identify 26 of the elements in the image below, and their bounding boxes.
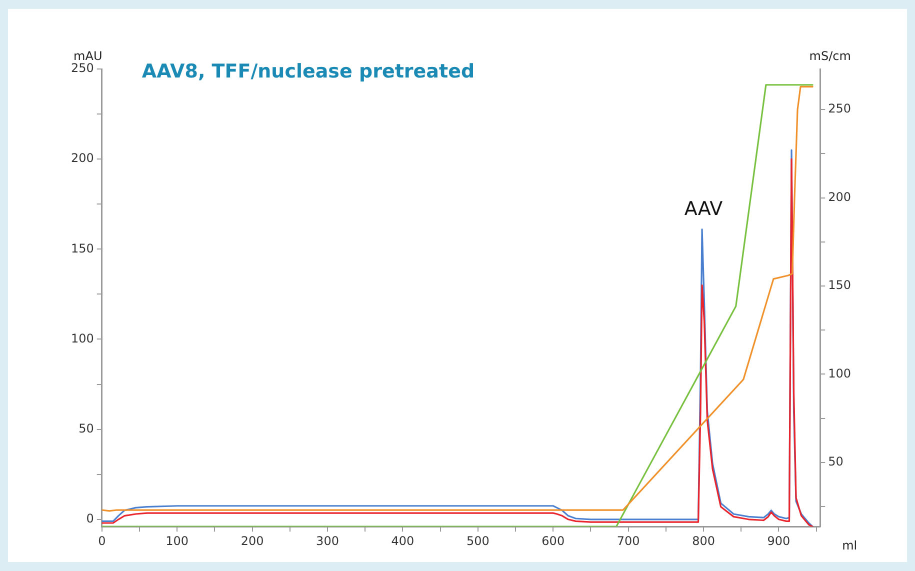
y-tick-label: 0 bbox=[86, 512, 94, 526]
y-tick-label: 200 bbox=[71, 151, 94, 166]
x-tick-label: 600 bbox=[542, 534, 565, 548]
chart-title: AAV8, TFF/nuclease pretreated bbox=[142, 60, 475, 82]
y-tick-label: 250 bbox=[71, 61, 94, 76]
y2-tick-label: 250 bbox=[828, 102, 851, 116]
x-tick-label: 500 bbox=[466, 534, 490, 548]
y2-tick-label: 200 bbox=[828, 190, 851, 204]
y-tick-label: 100 bbox=[71, 331, 94, 346]
y2-axis-title: mS/cm bbox=[809, 49, 851, 64]
x-axis-title: ml bbox=[842, 538, 858, 553]
y2-tick-label: 50 bbox=[828, 454, 844, 469]
x-tick-label: 100 bbox=[166, 534, 189, 548]
y2-tick-label: 100 bbox=[828, 366, 851, 380]
x-tick-label: 800 bbox=[692, 534, 715, 548]
x-tick-label: 900 bbox=[767, 534, 790, 548]
annotation: AAV bbox=[684, 198, 723, 220]
y-axis-title: mAU bbox=[74, 49, 102, 64]
x-tick-label: 700 bbox=[616, 534, 640, 548]
y-tick-label: 150 bbox=[71, 241, 94, 256]
y2-tick-label: 150 bbox=[828, 278, 851, 292]
x-tick-label: 200 bbox=[240, 534, 264, 548]
x-tick-label: 300 bbox=[316, 534, 339, 548]
x-tick-label: 400 bbox=[391, 534, 414, 548]
y-tick-label: 50 bbox=[78, 421, 94, 436]
x-tick-label: 0 bbox=[98, 534, 106, 548]
